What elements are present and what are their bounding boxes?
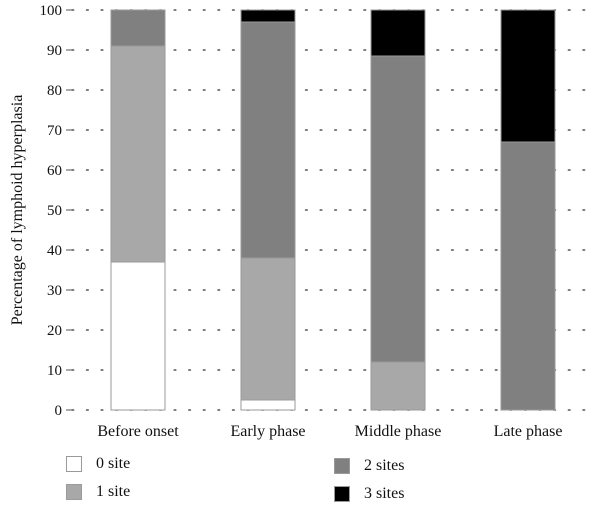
y-tick-label: 100	[40, 3, 63, 19]
legend-swatch-3-sites	[334, 486, 350, 502]
y-axis: 0 10 20 30 40 50 60 70 80 90 100	[40, 3, 72, 419]
bar-segment	[370, 9, 426, 57]
legend-swatch-2-sites	[334, 458, 350, 474]
y-tick-label: 10	[47, 363, 62, 379]
y-tick-label: 70	[47, 123, 62, 139]
bar-segment	[500, 9, 556, 143]
bar-segment	[240, 9, 296, 23]
bar-segment	[110, 9, 166, 47]
y-tick-label: 0	[55, 403, 63, 419]
stacked-bar-chart: 0 10 20 30 40 50 60 70 80 90 100 Before onset Early…	[9, 3, 593, 440]
bar-segment	[370, 361, 426, 411]
y-tick-label: 50	[47, 203, 62, 219]
y-tick-label: 90	[47, 43, 62, 59]
legend: 0 site 1 site 2 sites 3 sites	[66, 452, 586, 508]
x-category-label: Middle phase	[355, 423, 442, 440]
legend-item-3-sites: 3 sites	[334, 485, 404, 503]
bar-segment	[110, 45, 166, 263]
legend-item-1-site: 1 site	[66, 483, 130, 501]
y-tick-label: 60	[47, 163, 62, 179]
legend-item-2-sites: 2 sites	[334, 457, 404, 475]
bar-segment	[500, 141, 556, 411]
bar-segment	[370, 55, 426, 363]
legend-label-0-site: 0 site	[96, 455, 131, 472]
y-tick-label: 20	[47, 323, 62, 339]
bars	[110, 9, 556, 411]
x-category-label: Early phase	[230, 423, 305, 440]
legend-label-1-site: 1 site	[96, 483, 131, 500]
y-tick-label: 80	[47, 83, 62, 99]
legend-item-0-site: 0 site	[66, 455, 130, 473]
x-axis: Before onset Early phase Middle phase Late …	[97, 423, 562, 440]
legend-swatch-1-site	[66, 484, 82, 500]
legend-label-2-sites: 2 sites	[364, 457, 405, 474]
bar-segment	[240, 257, 296, 401]
bar-segment	[110, 261, 166, 411]
bar-segment	[240, 21, 296, 259]
x-category-label: Late phase	[494, 423, 563, 440]
y-tick-label: 40	[47, 243, 62, 259]
x-category-label: Before onset	[97, 423, 179, 440]
legend-label-3-sites: 3 sites	[364, 485, 405, 502]
bar-segment	[240, 399, 296, 411]
y-tick-label: 30	[47, 283, 62, 299]
y-axis-label: Percentage of lymphoid hyperplasia	[9, 95, 26, 326]
legend-swatch-0-site	[66, 456, 82, 472]
